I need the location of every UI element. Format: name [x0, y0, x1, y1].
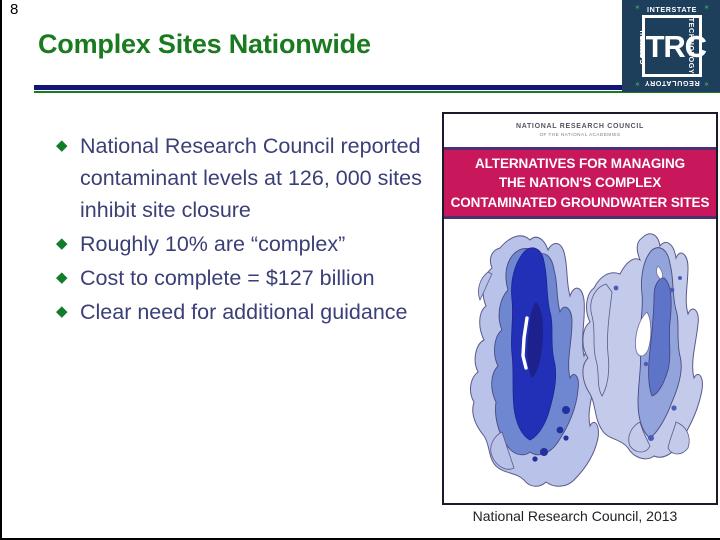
book-cover-image: NATIONAL RESEARCH COUNCIL OF THE NATIONA…	[442, 112, 718, 505]
divider-navy	[34, 85, 720, 90]
itrc-logo-edge-regulatory: REGULATORY	[644, 79, 700, 88]
bullet-list: ◆ National Research Council reported con…	[54, 130, 429, 330]
list-item-text: National Research Council reported conta…	[80, 134, 422, 222]
list-item: ◆ Roughly 10% are “complex”	[54, 228, 429, 260]
itrc-logo: ✶ ✶ ✶ ✶ INTERSTATE TECHNOLOGY REGULATORY…	[622, 0, 720, 92]
diamond-bullet-icon: ◆	[56, 269, 68, 286]
book-title-line: CONTAMINATED GROUNDWATER SITES	[450, 194, 710, 210]
list-item: ◆ Clear need for additional guidance	[54, 296, 429, 328]
list-item-text: Clear need for additional guidance	[80, 300, 408, 324]
image-caption: National Research Council, 2013	[472, 508, 678, 524]
book-publisher-subtitle: OF THE NATIONAL ACADEMIES	[539, 132, 621, 137]
slide-number: 8	[10, 1, 19, 18]
book-title-line: ALTERNATIVES FOR MANAGING	[475, 155, 685, 171]
plume-right	[582, 233, 703, 460]
star-icon: ✶	[634, 80, 641, 89]
plume-left	[470, 235, 599, 487]
book-title-band: ALTERNATIVES FOR MANAGING THE NATION'S C…	[444, 147, 716, 219]
plume-map-svg	[470, 233, 703, 487]
itrc-logo-frame: ITRC	[638, 15, 707, 77]
plume-map-illustration	[444, 226, 716, 503]
diamond-bullet-icon: ◆	[56, 303, 68, 320]
diamond-bullet-icon: ◆	[56, 137, 68, 154]
star-icon: ✶	[703, 3, 710, 12]
itrc-logo-letters: ITRC	[638, 28, 707, 64]
book-publisher-name: NATIONAL RESEARCH COUNCIL	[515, 123, 645, 130]
list-item: ◆ Cost to complete = $127 billion	[54, 262, 429, 294]
list-item-text: Cost to complete = $127 billion	[80, 266, 375, 290]
itrc-logo-edge-interstate: INTERSTATE	[646, 5, 698, 14]
book-publisher-block: NATIONAL RESEARCH COUNCIL OF THE NATIONA…	[444, 123, 716, 137]
list-item: ◆ National Research Council reported con…	[54, 130, 429, 226]
star-icon: ✶	[703, 80, 710, 89]
star-icon: ✶	[634, 3, 641, 12]
divider-green	[34, 91, 720, 93]
book-title-line: THE NATION'S COMPLEX	[498, 175, 662, 191]
list-item-text: Roughly 10% are “complex”	[80, 232, 346, 256]
page-title: Complex Sites Nationwide	[38, 29, 371, 59]
diamond-bullet-icon: ◆	[56, 235, 68, 252]
